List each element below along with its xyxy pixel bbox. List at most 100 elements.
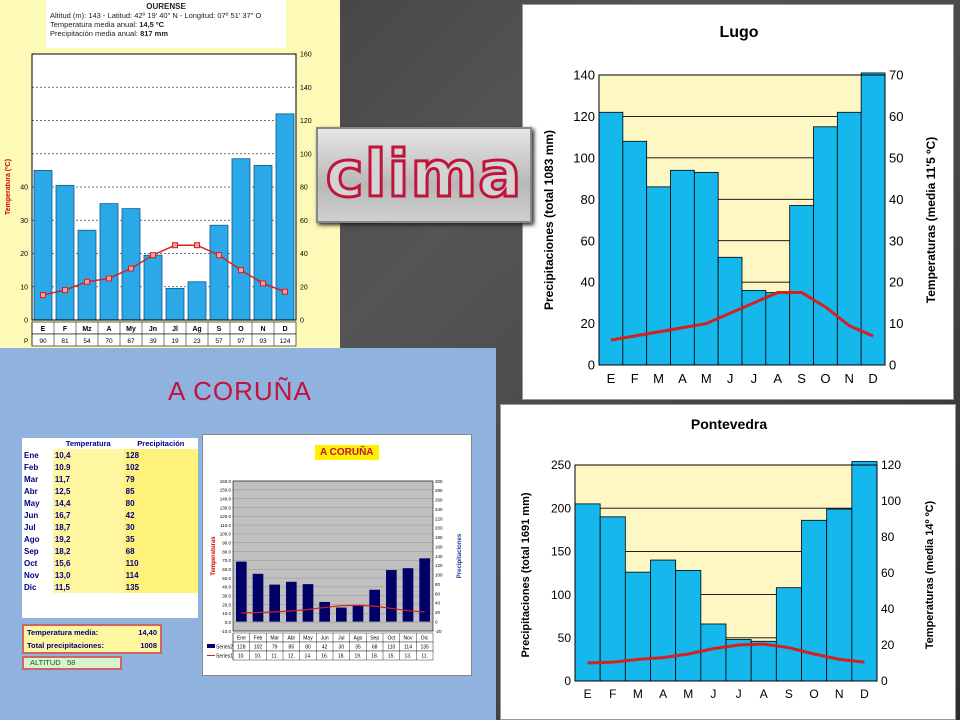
x-tick-label: S <box>797 371 806 386</box>
temperature-point <box>282 288 288 295</box>
temperature-line <box>42 244 286 296</box>
table-cell-t: 11,7 <box>52 473 124 485</box>
data-label: 18. <box>338 654 345 660</box>
y2-tick-label: 100 <box>881 494 901 508</box>
table-cell-t: 15,6 <box>52 557 124 569</box>
bar <box>860 72 886 366</box>
y2-tick-label: 240 <box>435 507 443 512</box>
x-tick-label: O <box>820 371 830 386</box>
y2-tick-label: -20 <box>435 629 442 634</box>
bar <box>99 203 119 321</box>
clima-text: clima <box>324 137 523 214</box>
data-label: 80 <box>305 645 311 651</box>
y2-tick-label: 280 <box>435 488 443 493</box>
x-tick-label: A <box>760 687 768 701</box>
y2-axis-label: Temperaturas (media 14º ºC) <box>924 500 936 649</box>
table-cell-m: Abr <box>24 486 38 496</box>
y-tick-label: 30.0 <box>222 594 231 599</box>
data-label: 81 <box>61 338 69 345</box>
temperature-point <box>238 267 244 274</box>
bar <box>750 640 777 682</box>
x-tick-label: Ene <box>237 636 246 642</box>
x-tick-label: O <box>238 326 244 333</box>
y2-tick-label: 30 <box>889 233 903 248</box>
bar <box>253 164 273 321</box>
x-tick-label: Feb <box>254 636 263 642</box>
x-tick-label: E <box>607 371 616 386</box>
y-tick-label: 40.0 <box>222 585 231 590</box>
data-label: 97 <box>237 338 245 345</box>
x-tick-label: J <box>710 687 716 701</box>
table-cell-p: 68 <box>123 545 198 557</box>
x-tick-label: Jul <box>338 636 344 642</box>
y-tick-label: 80.0 <box>222 549 231 554</box>
table-cell-t: 18,7 <box>52 521 124 533</box>
bar <box>624 571 651 682</box>
ourense-title: OURENSE <box>146 2 186 11</box>
data-label: 42 <box>322 645 328 651</box>
x-tick-label: A <box>659 687 667 701</box>
y2-tick-label: 140 <box>300 85 312 92</box>
data-label: 16. <box>321 654 328 660</box>
y2-tick-label: 20 <box>889 275 903 290</box>
y-tick-label: 120 <box>573 109 595 124</box>
x-tick-label: M <box>633 687 643 701</box>
y2-tick-label: 60 <box>889 109 903 124</box>
temperature-point <box>84 278 90 285</box>
x-tick-label: A <box>773 371 782 386</box>
bar <box>143 254 163 321</box>
bar <box>598 111 624 366</box>
data-label: 124 <box>280 338 291 345</box>
table-cell-t: 10,4 <box>52 449 124 461</box>
y2-tick-label: 40 <box>881 602 895 616</box>
x-tick-label: Jn <box>149 326 157 333</box>
x-tick-label: J <box>727 371 734 386</box>
data-label: 114 <box>404 645 412 651</box>
table-cell-t: 18,2 <box>52 545 124 557</box>
y-tick-label: 10.0 <box>222 611 231 616</box>
bar <box>236 561 247 622</box>
y-tick-label: 150.0 <box>220 488 232 493</box>
y2-tick-label: 260 <box>435 498 443 503</box>
x-tick-label: S <box>785 687 793 701</box>
bar <box>269 584 280 622</box>
y2-tick-label: 40 <box>300 251 308 258</box>
temperature-point <box>40 292 46 299</box>
y-tick-label: 120.0 <box>220 514 232 519</box>
y2-tick-label: 10 <box>889 316 903 331</box>
coruna-panel: A CORUÑA Temperatura Precipitación Ene 10… <box>0 348 496 720</box>
data-label: 15. <box>388 654 395 660</box>
bar <box>302 584 314 622</box>
y2-tick-label: 200 <box>435 526 443 531</box>
chart-title: Lugo <box>719 24 758 41</box>
table-row: Feb 10.9 102 <box>22 461 198 473</box>
bar <box>599 516 626 682</box>
table-cell-p: 35 <box>123 533 198 545</box>
x-tick-label: N <box>260 326 265 333</box>
table-cell-m: Dic <box>24 582 37 592</box>
temperature-point <box>172 242 178 249</box>
coruna-altitud: ALTITUD 58 <box>22 656 122 670</box>
bar <box>187 281 207 321</box>
bar <box>700 623 727 682</box>
data-label: 19 <box>171 338 179 345</box>
y-tick-label: 100 <box>573 150 595 165</box>
y2-tick-label: 20 <box>881 638 895 652</box>
data-label: 14. <box>305 654 312 660</box>
table-row: Ene 10,4 128 <box>22 449 198 461</box>
y2-tick-label: 40 <box>889 192 903 207</box>
x-tick-label: J <box>751 371 758 386</box>
table-cell-m: May <box>24 498 40 508</box>
bar <box>851 461 878 682</box>
bar <box>386 570 397 622</box>
table-row: Jul 18,7 30 <box>22 521 198 533</box>
row-label: P <box>24 338 28 345</box>
table-row: Sep 18,2 68 <box>22 545 198 557</box>
data-label: 57 <box>215 338 223 345</box>
plot-frame <box>232 480 434 632</box>
x-tick-label: M <box>701 371 712 386</box>
x-tick-label: Jl <box>172 326 178 333</box>
table-cell-p: 30 <box>123 521 198 533</box>
bar <box>813 126 838 366</box>
data-label: 30 <box>339 645 345 651</box>
